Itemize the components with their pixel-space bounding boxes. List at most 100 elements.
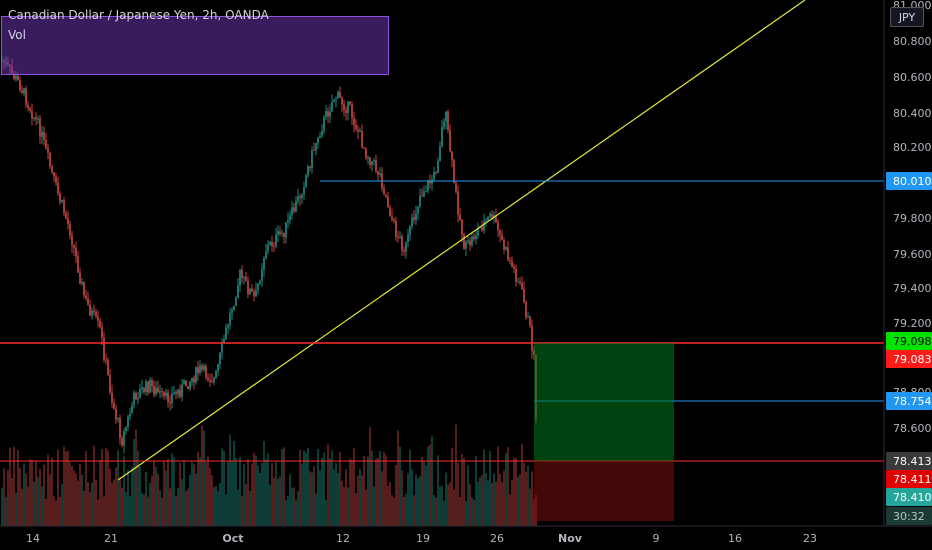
volume-bar (367, 456, 369, 526)
candle-body (409, 226, 411, 235)
volume-indicator-label[interactable]: Vol (8, 28, 26, 42)
candle-body (447, 111, 449, 130)
candle-body (403, 250, 405, 252)
volume-bar (141, 493, 143, 526)
candle-body (197, 367, 199, 374)
volume-bar (379, 451, 381, 526)
volume-bar (153, 460, 155, 526)
candle-body (37, 118, 39, 120)
volume-bar (289, 474, 291, 526)
candle-body (339, 91, 341, 98)
candle-body (265, 251, 267, 259)
volume-bar (451, 447, 453, 526)
time-tick: 12 (336, 532, 350, 545)
candle-body (107, 359, 109, 375)
candle-body (187, 386, 189, 389)
trendline[interactable] (117, 0, 806, 481)
volume-bar (375, 458, 377, 526)
candle-body (413, 217, 415, 220)
volume-bar (179, 462, 181, 526)
price-badge: 78.410 (886, 488, 932, 506)
candle-body (111, 392, 113, 403)
candle-body (29, 107, 31, 111)
volume-bar (251, 463, 253, 526)
volume-bar (39, 468, 41, 526)
volume-bar (293, 487, 295, 526)
volume-bar (387, 486, 389, 526)
volume-bar (349, 458, 351, 526)
candle-body (459, 214, 461, 220)
currency-button[interactable]: JPY (890, 7, 924, 27)
volume-bar (363, 455, 365, 526)
price-badge-label: 79.098 (893, 335, 932, 348)
candle-body (499, 230, 501, 235)
volume-bar (531, 471, 533, 526)
candle-body (325, 111, 327, 118)
candle-body (99, 320, 101, 327)
volume-bar (225, 494, 227, 526)
volume-bar (391, 495, 393, 526)
price-badge: 80.010 (886, 172, 932, 190)
candle-body (255, 290, 257, 297)
candle-body (237, 285, 239, 298)
candle-body (171, 393, 173, 404)
candle-body (367, 157, 369, 159)
volume-bar (381, 471, 383, 526)
volume-bar (487, 480, 489, 526)
candle-body (61, 200, 63, 202)
candle-body (415, 213, 417, 220)
volume-bar (431, 435, 433, 526)
candle-body (269, 242, 271, 245)
candle-body (279, 231, 281, 234)
candle-body (201, 365, 203, 370)
volume-bar (97, 499, 99, 526)
volume-bar (345, 469, 347, 526)
volume-bar (407, 473, 409, 526)
candle-body (97, 316, 99, 321)
candle-body (303, 187, 305, 195)
volume-bar (347, 487, 349, 526)
volume-bar (369, 426, 371, 526)
candle-body (523, 289, 525, 303)
candle-body (233, 305, 235, 311)
candle-body (209, 379, 211, 382)
candle-body (207, 377, 209, 380)
volume-bar (173, 457, 175, 526)
candle-body (345, 109, 347, 113)
candle-body (489, 213, 491, 217)
candle-body (247, 280, 249, 294)
volume-bar (143, 494, 145, 526)
candle-body (277, 231, 279, 235)
time-axis[interactable]: 14 21 Oct 12 19 26 Nov 9 16 23 (26, 532, 817, 545)
volume-bar (233, 440, 235, 526)
volume-bar (327, 444, 329, 526)
volume-bar (129, 495, 131, 526)
volume-bar (413, 495, 415, 526)
volume-bar (519, 474, 521, 526)
volume-bar (41, 486, 43, 526)
volume-bar (435, 497, 437, 526)
volume-bar (201, 425, 203, 526)
volume-bar (351, 459, 353, 526)
volume-bar (125, 492, 127, 526)
candle-body (307, 166, 309, 176)
candle-body (159, 391, 161, 393)
volume-bar (183, 459, 185, 526)
candle-body (527, 316, 529, 318)
volume-bar (429, 444, 431, 526)
volume-bar (53, 496, 55, 526)
volume-bar (503, 470, 505, 526)
position-stop-zone[interactable] (534, 461, 674, 521)
candle-body (31, 110, 33, 119)
volume-bar (495, 481, 497, 526)
candle-body (95, 311, 97, 317)
volume-bar (355, 492, 357, 526)
candle-body (273, 245, 275, 247)
volume-bar (423, 461, 425, 526)
candle-body (475, 235, 477, 240)
candle-body (257, 283, 259, 291)
volume-bar (439, 486, 441, 526)
candle-body (437, 160, 439, 173)
position-profit-zone[interactable] (534, 343, 674, 461)
